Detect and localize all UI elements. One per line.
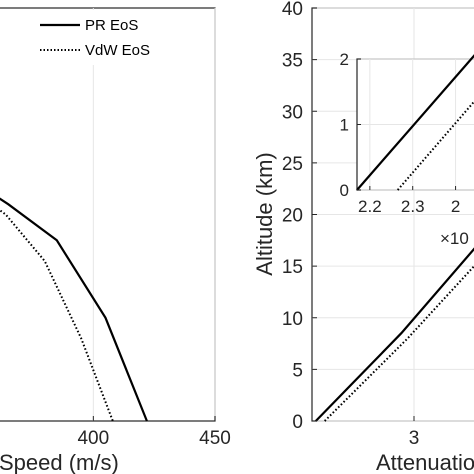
right-series-line-vdw xyxy=(323,264,474,422)
inset-x-ticks: 2.2 2.3 2 xyxy=(358,186,460,216)
inset-y-tick-label: 2 xyxy=(340,50,349,69)
left-x-tick-label: 400 xyxy=(77,428,109,449)
right-y-tick-label: 20 xyxy=(282,206,303,227)
right-y-tick-label: 15 xyxy=(282,257,303,278)
left-x-axis-label: Speed (m/s) xyxy=(0,450,119,474)
right-x-ticks: 3 xyxy=(409,416,420,449)
legend: PR EoS VdW EoS xyxy=(2,10,207,65)
right-series-line-pr xyxy=(315,247,474,422)
inset-exponent-label: ×10 xyxy=(440,229,469,248)
inset-grid xyxy=(357,58,474,191)
inset: 0 1 2 2.2 2.3 2 ×10 xyxy=(340,50,474,248)
right-y-tick-label: 40 xyxy=(282,0,303,20)
right-y-tick-label: 5 xyxy=(292,360,303,381)
legend-box xyxy=(2,10,207,65)
right-y-tick-label: 35 xyxy=(282,51,303,72)
left-series xyxy=(0,197,148,422)
right-series xyxy=(315,247,474,422)
legend-label-vdw: VdW EoS xyxy=(85,42,150,59)
inset-x-tick-label: 2.2 xyxy=(358,197,382,216)
inset-series-line-pr xyxy=(356,54,474,191)
right-x-tick-label: 3 xyxy=(409,428,420,449)
left-grid xyxy=(92,8,216,421)
right-y-tick-label: 0 xyxy=(292,412,303,433)
left-panel: 400 450 Speed (m/s) PR EoS VdW EoS xyxy=(0,7,231,474)
inset-y-tick-label: 0 xyxy=(340,181,349,200)
left-series-line-pr xyxy=(0,197,148,422)
legend-label-pr: PR EoS xyxy=(85,17,138,34)
left-axes-box xyxy=(0,7,216,422)
right-x-axis-label: Attenuation xyxy=(376,450,474,474)
inset-series xyxy=(356,54,474,191)
right-y-tick-label: 25 xyxy=(282,154,303,175)
left-x-ticks: 400 450 xyxy=(77,416,231,449)
right-y-axis-label: Altitude (km) xyxy=(252,152,277,275)
inset-series-line-vdw xyxy=(396,100,474,191)
right-y-tick-label: 30 xyxy=(282,102,303,123)
inset-x-tick-label: 2.3 xyxy=(401,197,425,216)
right-y-tick-label: 10 xyxy=(282,309,303,330)
right-y-ticks: 0 5 10 15 20 25 30 35 40 xyxy=(282,0,317,433)
inset-y-tick-label: 1 xyxy=(340,116,349,135)
inset-x-tick-label: 2 xyxy=(451,197,460,216)
inset-y-ticks: 0 1 2 xyxy=(340,50,361,200)
left-x-tick-label: 450 xyxy=(199,428,231,449)
